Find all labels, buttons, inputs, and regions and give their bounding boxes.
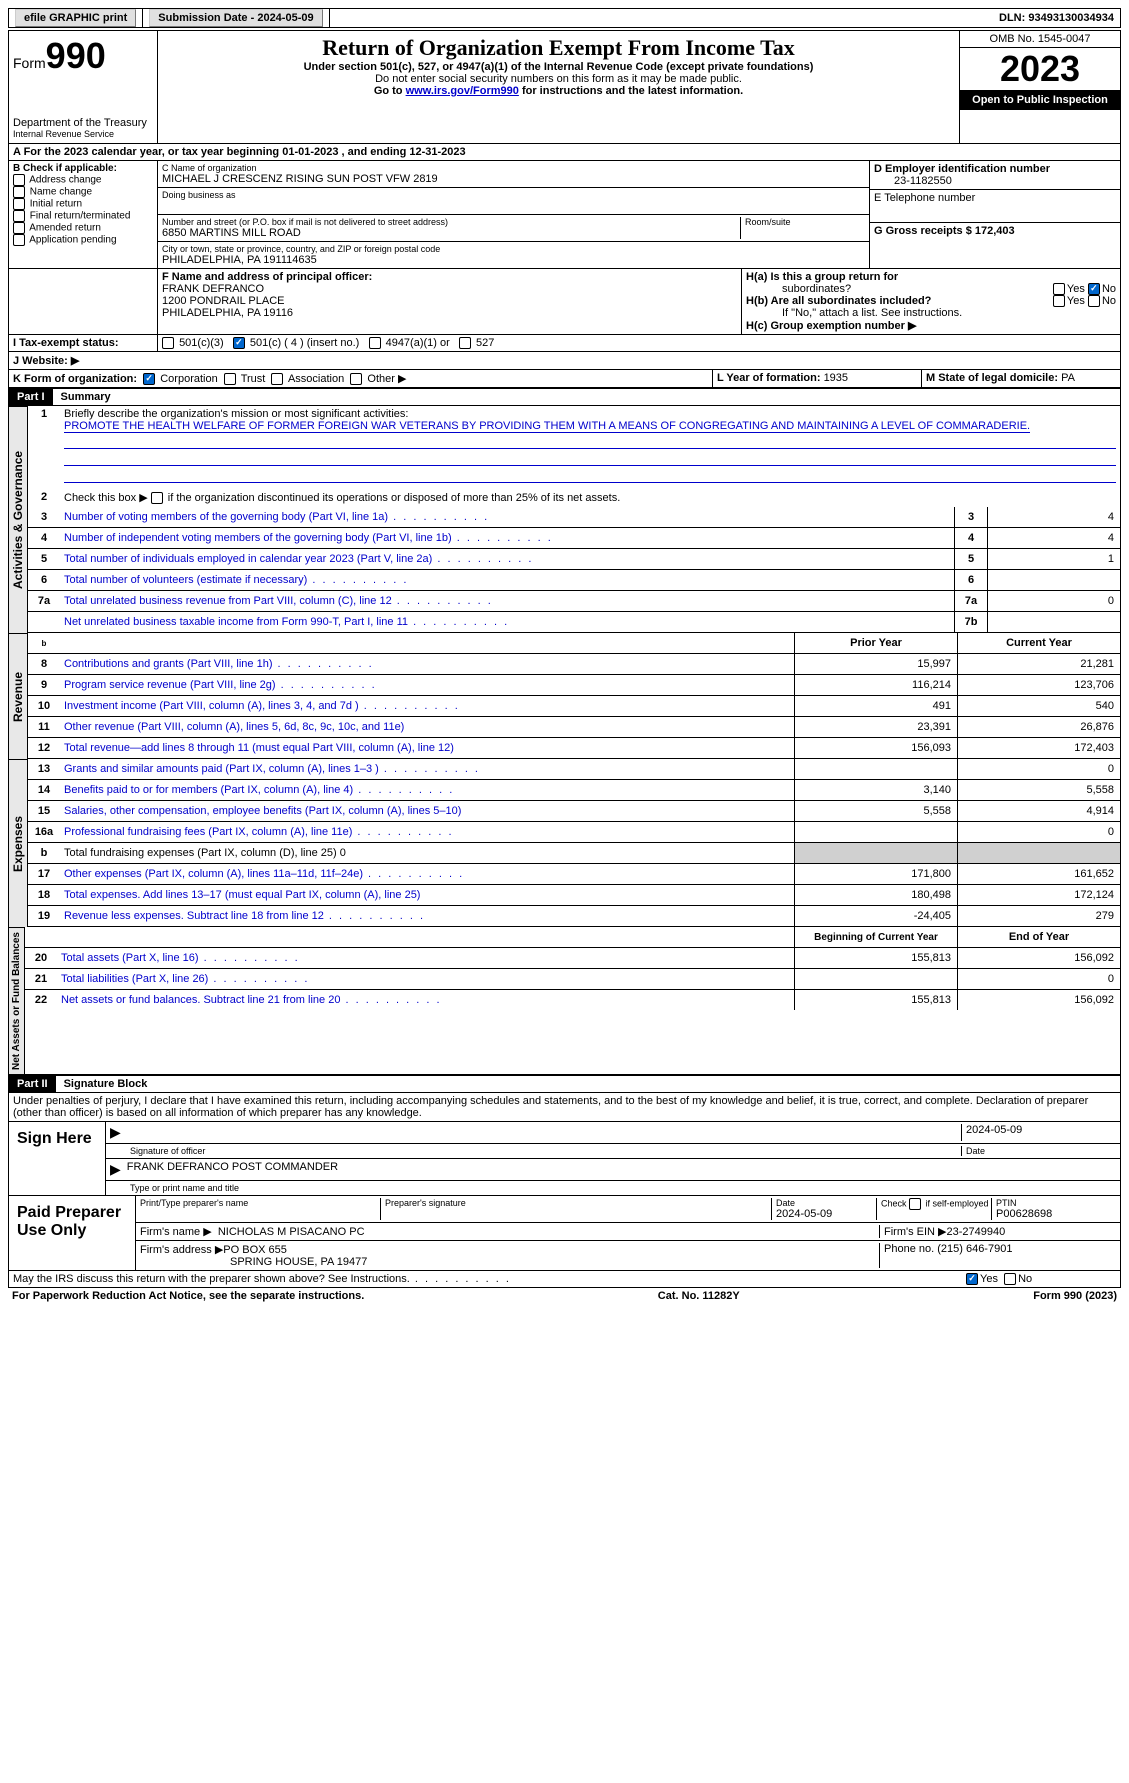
expenses-section: Expenses 13Grants and similar amounts pa…	[8, 759, 1121, 927]
revenue-section: Revenue bPrior YearCurrent Year 8Contrib…	[8, 633, 1121, 759]
form-label: Form	[13, 55, 46, 71]
omb-number: OMB No. 1545-0047	[960, 31, 1120, 48]
goto-line: Go to www.irs.gov/Form990 for instructio…	[162, 85, 955, 97]
part-1-header: Part I Summary	[8, 388, 1121, 406]
form-header: Form990 Department of the Treasury Inter…	[8, 30, 1121, 144]
form-subtitle: Under section 501(c), 527, or 4947(a)(1)…	[162, 61, 955, 73]
discuss-no-checkbox[interactable]	[1004, 1273, 1016, 1285]
may-discuss-row: May the IRS discuss this return with the…	[8, 1271, 1121, 1288]
colb-item: Amended return	[13, 222, 153, 234]
page-footer: For Paperwork Reduction Act Notice, see …	[8, 1288, 1121, 1304]
irs-label: Internal Revenue Service	[13, 129, 153, 139]
other-checkbox[interactable]	[350, 373, 362, 385]
officer-name: FRANK DEFRANCO	[162, 283, 737, 295]
sign-here-section: Sign Here ▶ 2024-05-09 Signature of offi…	[8, 1122, 1121, 1196]
paid-preparer-section: Paid Preparer Use Only Print/Type prepar…	[8, 1196, 1121, 1271]
section-bcd: B Check if applicable: Address change Na…	[8, 161, 1121, 269]
mission-text: PROMOTE THE HEALTH WELFARE OF FORMER FOR…	[64, 420, 1030, 433]
firm-name: NICHOLAS M PISACANO PC	[218, 1226, 365, 1238]
row-klm: K Form of organization: Corporation Trus…	[8, 370, 1121, 388]
submission-date: Submission Date - 2024-05-09	[149, 9, 322, 27]
ein: 23-1182550	[874, 175, 1116, 187]
org-name: MICHAEL J CRESCENZ RISING SUN POST VFW 2…	[162, 173, 865, 185]
colb-item: Final return/terminated	[13, 210, 153, 222]
527-checkbox[interactable]	[459, 337, 471, 349]
form-number: 990	[46, 35, 106, 76]
dln: DLN: 93493130034934	[993, 9, 1120, 27]
sign-date: 2024-05-09	[961, 1124, 1116, 1141]
part-2-header: Part II Signature Block	[8, 1075, 1121, 1093]
ha-yes-checkbox[interactable]	[1053, 283, 1065, 295]
col-c: C Name of organization MICHAEL J CRESCEN…	[158, 161, 870, 268]
colb-item: Address change	[13, 174, 153, 186]
irs-link[interactable]: www.irs.gov/Form990	[406, 85, 519, 97]
efile-button[interactable]: efile GRAPHIC print	[15, 9, 136, 27]
street-address: 6850 MARTINS MILL ROAD	[162, 227, 740, 239]
tax-year: 2023	[960, 48, 1120, 90]
hb-yes-checkbox[interactable]	[1053, 295, 1065, 307]
trust-checkbox[interactable]	[224, 373, 236, 385]
line-a: A For the 2023 calendar year, or tax yea…	[8, 144, 1121, 161]
colb-item: Application pending	[13, 234, 153, 246]
corp-checkbox[interactable]	[143, 373, 155, 385]
activities-governance: Activities & Governance 1 Briefly descri…	[8, 406, 1121, 633]
perjury-declaration: Under penalties of perjury, I declare th…	[8, 1093, 1121, 1122]
top-bar: efile GRAPHIC print Submission Date - 20…	[8, 8, 1121, 28]
ha-no-checkbox[interactable]	[1088, 283, 1100, 295]
form-title: Return of Organization Exempt From Incom…	[162, 35, 955, 61]
l2-checkbox[interactable]	[151, 492, 163, 504]
501c3-checkbox[interactable]	[162, 337, 174, 349]
hb-no-checkbox[interactable]	[1088, 295, 1100, 307]
colb-item: Name change	[13, 186, 153, 198]
discuss-yes-checkbox[interactable]	[966, 1273, 978, 1285]
row-j: J Website: ▶	[8, 352, 1121, 370]
city-state-zip: PHILADELPHIA, PA 191114635	[162, 254, 865, 266]
row-fh: F Name and address of principal officer:…	[8, 269, 1121, 335]
gross-receipts: 172,403	[975, 225, 1015, 237]
col-b: B Check if applicable: Address change Na…	[9, 161, 158, 268]
officer-signature-name: FRANK DEFRANCO POST COMMANDER	[127, 1161, 338, 1178]
501c-checkbox[interactable]	[233, 337, 245, 349]
col-d: D Employer identification number 23-1182…	[870, 161, 1120, 268]
arrow-icon: ▶	[110, 1124, 121, 1141]
ssn-warning: Do not enter social security numbers on …	[162, 73, 955, 85]
arrow-icon: ▶	[110, 1161, 121, 1178]
net-assets-section: Net Assets or Fund Balances Beginning of…	[8, 927, 1121, 1075]
self-emp-checkbox[interactable]	[909, 1198, 921, 1210]
colb-item: Initial return	[13, 198, 153, 210]
dept-treasury: Department of the Treasury	[13, 117, 153, 129]
assoc-checkbox[interactable]	[271, 373, 283, 385]
4947-checkbox[interactable]	[369, 337, 381, 349]
public-inspection: Open to Public Inspection	[960, 90, 1120, 110]
row-i: I Tax-exempt status: 501(c)(3) 501(c) ( …	[8, 335, 1121, 352]
